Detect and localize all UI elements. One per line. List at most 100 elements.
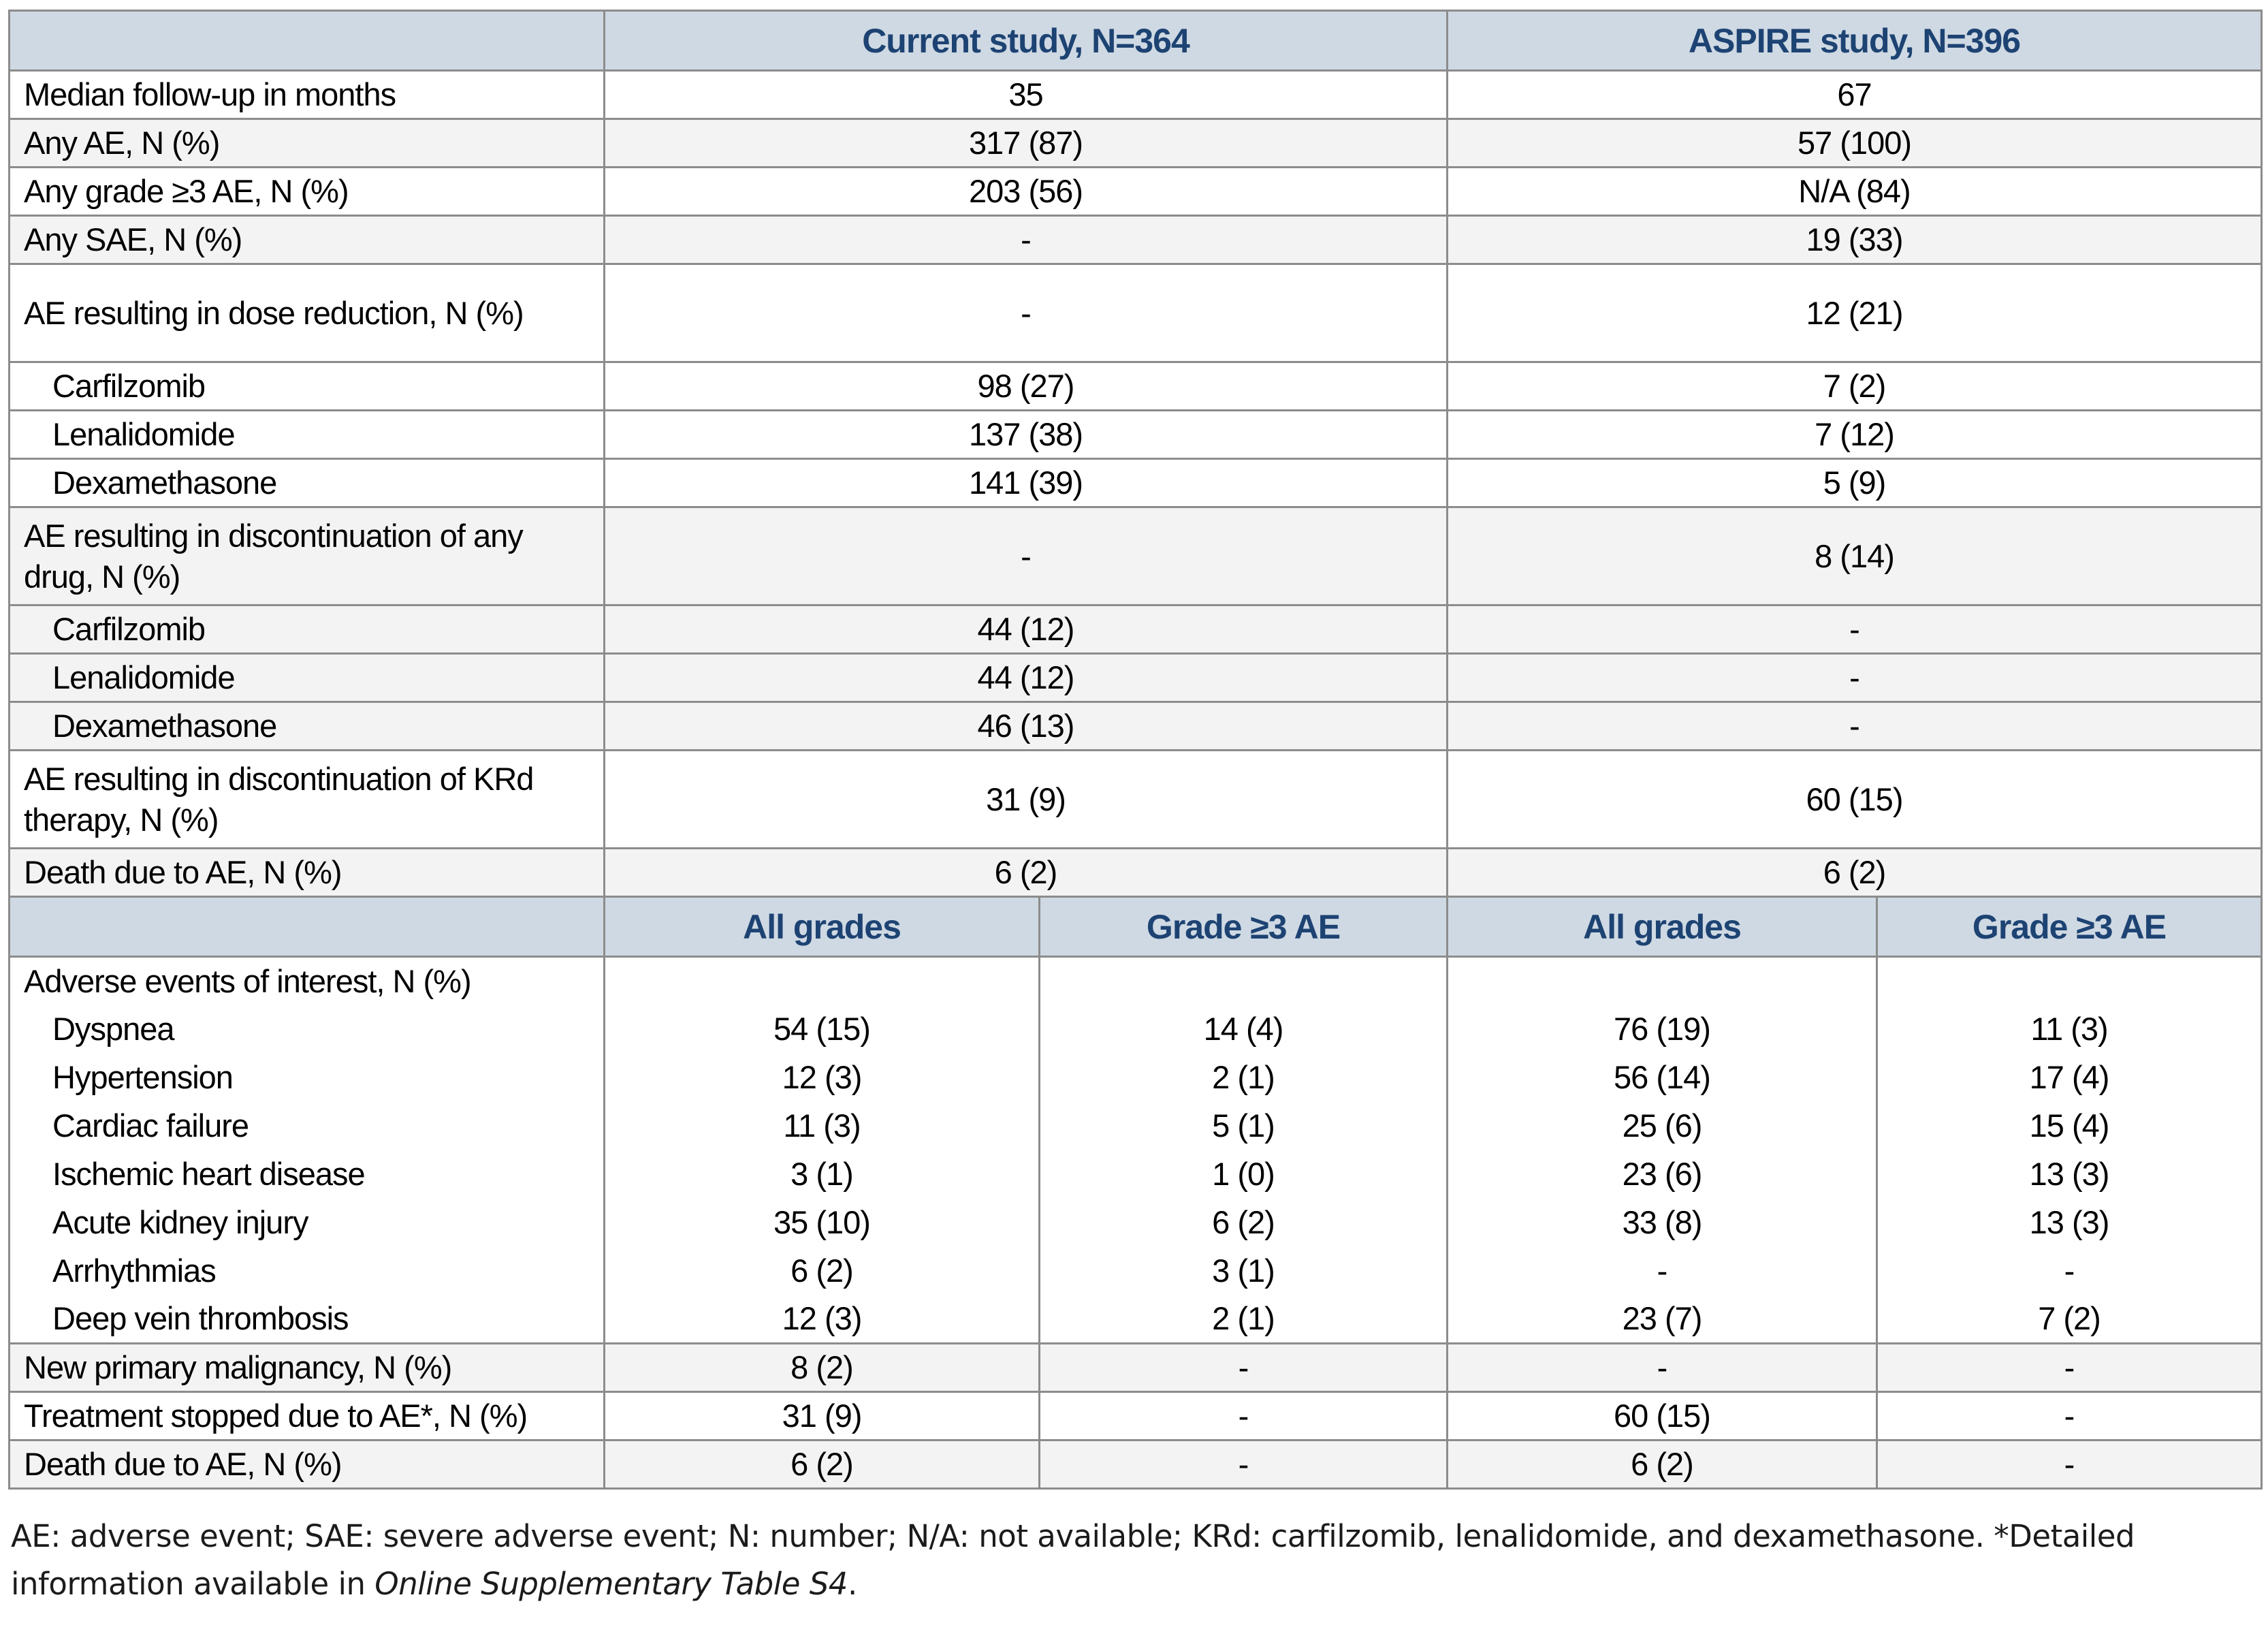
table-row: Treatment stopped due to AE*, N (%) 31 (… — [9, 1391, 2262, 1440]
value-cell: 6 (2) — [1038, 1198, 1448, 1247]
value-cell: 7 (2) — [1446, 362, 2262, 411]
table-row: Ischemic heart disease 3 (1) 1 (0) 23 (6… — [9, 1150, 2262, 1199]
value-cell: 56 (14) — [1446, 1053, 1877, 1102]
value-cell: 13 (3) — [1875, 1150, 2262, 1199]
table-row: Dyspnea 54 (15) 14 (4) 76 (19) 11 (3) — [9, 1005, 2262, 1054]
value-cell: 13 (3) — [1875, 1198, 2262, 1247]
value-cell: N/A (84) — [1446, 167, 2262, 216]
row-label: Ischemic heart disease — [52, 1156, 366, 1192]
value-cell: 2 (1) — [1038, 1295, 1448, 1344]
value-cell: - — [1446, 1343, 1877, 1392]
table-row: Hypertension 12 (3) 2 (1) 56 (14) 17 (4) — [9, 1053, 2262, 1102]
row-label: Any AE, N (%) — [24, 125, 220, 161]
value-cell: 44 (12) — [603, 653, 1448, 702]
table-row: Acute kidney injury 35 (10) 6 (2) 33 (8)… — [9, 1198, 2262, 1247]
value-cell: 11 (3) — [1875, 1005, 2262, 1054]
table-row: Adverse events of interest, N (%) — [9, 956, 2262, 1005]
column-header-grade3-current: Grade ≥3 AE — [1038, 896, 1448, 957]
value-cell: 54 (15) — [603, 1005, 1040, 1054]
value-cell: 141 (39) — [603, 458, 1448, 507]
value-cell: 67 — [1446, 70, 2262, 119]
row-label: Any grade ≥3 AE, N (%) — [24, 173, 349, 209]
value-cell: 7 (12) — [1446, 410, 2262, 459]
value-cell: - — [1875, 1343, 2262, 1392]
value-cell: 3 (1) — [603, 1150, 1040, 1199]
footnote-line-2: information available in Online Suppleme… — [11, 1566, 857, 1602]
row-label: AE resulting in discontinuation of KRd t… — [24, 760, 534, 838]
column-header-all-grades-aspire: All grades — [1446, 896, 1877, 957]
row-label: Dyspnea — [52, 1011, 175, 1047]
row-label: Acute kidney injury — [52, 1204, 308, 1240]
value-cell: 12 (3) — [603, 1295, 1040, 1344]
column-header-grade3-aspire: Grade ≥3 AE — [1875, 896, 2262, 957]
value-cell: 5 (9) — [1446, 458, 2262, 507]
value-cell — [603, 956, 1040, 1005]
value-cell: 6 (2) — [1446, 1440, 1877, 1489]
value-cell: 12 (3) — [603, 1053, 1040, 1102]
value-cell: - — [603, 264, 1448, 362]
value-cell: - — [1038, 1391, 1448, 1440]
row-label: Lenalidomide — [52, 659, 236, 695]
value-cell: 33 (8) — [1446, 1198, 1877, 1247]
table-row: Any AE, N (%) 317 (87) 57 (100) — [9, 119, 2262, 168]
value-cell: - — [1446, 702, 2262, 751]
row-label: Death due to AE, N (%) — [24, 854, 342, 890]
column-header-aspire-study: ASPIRE study, N=396 — [1446, 10, 2262, 71]
value-cell: - — [1446, 605, 2262, 654]
column-header-current-study: Current study, N=364 — [603, 10, 1448, 71]
value-cell: - — [1038, 1343, 1448, 1392]
value-cell: 19 (33) — [1446, 215, 2262, 264]
value-cell: 8 (2) — [603, 1343, 1040, 1392]
table-row: AE resulting in discontinuation of KRd t… — [9, 750, 2262, 849]
value-cell: - — [1038, 1440, 1448, 1489]
table-row: AE resulting in discontinuation of any d… — [9, 507, 2262, 605]
value-cell: 2 (1) — [1038, 1053, 1448, 1102]
value-cell: 3 (1) — [1038, 1246, 1448, 1295]
row-label: Arrhythmias — [52, 1253, 217, 1289]
value-cell: 6 (2) — [1446, 848, 2262, 897]
table-row: Arrhythmias 6 (2) 3 (1) - - — [9, 1246, 2262, 1295]
value-cell: 15 (4) — [1875, 1101, 2262, 1150]
value-cell: - — [1446, 653, 2262, 702]
table-row: Death due to AE, N (%) 6 (2) 6 (2) — [9, 848, 2262, 897]
value-cell: - — [603, 215, 1448, 264]
value-cell: - — [1875, 1440, 2262, 1489]
value-cell: 60 (15) — [1446, 1391, 1877, 1440]
row-label: Death due to AE, N (%) — [24, 1446, 342, 1482]
value-cell: 5 (1) — [1038, 1101, 1448, 1150]
value-cell: 76 (19) — [1446, 1005, 1877, 1054]
row-label: Dexamethasone — [52, 708, 277, 744]
value-cell: 1 (0) — [1038, 1150, 1448, 1199]
value-cell: - — [1875, 1391, 2262, 1440]
value-cell — [1038, 956, 1448, 1005]
value-cell: 98 (27) — [603, 362, 1448, 411]
footnote-line-1: AE: adverse event; SAE: severe adverse e… — [11, 1518, 2135, 1554]
table-row: AE resulting in dose reduction, N (%) - … — [9, 264, 2262, 362]
value-cell: 317 (87) — [603, 119, 1448, 168]
value-cell: 31 (9) — [603, 750, 1448, 849]
table-row: Lenalidomide 137 (38) 7 (12) — [9, 410, 2262, 459]
value-cell: - — [1875, 1246, 2262, 1295]
column-header-all-grades-current: All grades — [603, 896, 1040, 957]
value-cell: - — [1446, 1246, 1877, 1295]
table-row: New primary malignancy, N (%) 8 (2) - - … — [9, 1343, 2262, 1392]
value-cell — [1446, 956, 1877, 1005]
row-label: New primary malignancy, N (%) — [24, 1349, 452, 1385]
table-row: Death due to AE, N (%) 6 (2) - 6 (2) - — [9, 1440, 2262, 1489]
value-cell: 23 (6) — [1446, 1150, 1877, 1199]
value-cell: 14 (4) — [1038, 1005, 1448, 1054]
table-row: Dexamethasone 46 (13) - — [9, 702, 2262, 751]
footnote: AE: adverse event; SAE: severe adverse e… — [11, 1513, 2261, 1608]
value-cell: 57 (100) — [1446, 119, 2262, 168]
row-label: Adverse events of interest, N (%) — [24, 962, 472, 999]
row-label: Dexamethasone — [52, 464, 277, 501]
subheader-blank-cell — [10, 897, 605, 957]
value-cell: 31 (9) — [603, 1391, 1040, 1440]
row-label: Treatment stopped due to AE*, N (%) — [24, 1398, 528, 1434]
value-cell: 17 (4) — [1875, 1053, 2262, 1102]
table-header-row: Current study, N=364 ASPIRE study, N=396 — [9, 10, 2262, 71]
adverse-events-comparison-table: Current study, N=364 ASPIRE study, N=396… — [8, 10, 2263, 1490]
table-subheader-row: All grades Grade ≥3 AE All grades Grade … — [9, 896, 2262, 957]
